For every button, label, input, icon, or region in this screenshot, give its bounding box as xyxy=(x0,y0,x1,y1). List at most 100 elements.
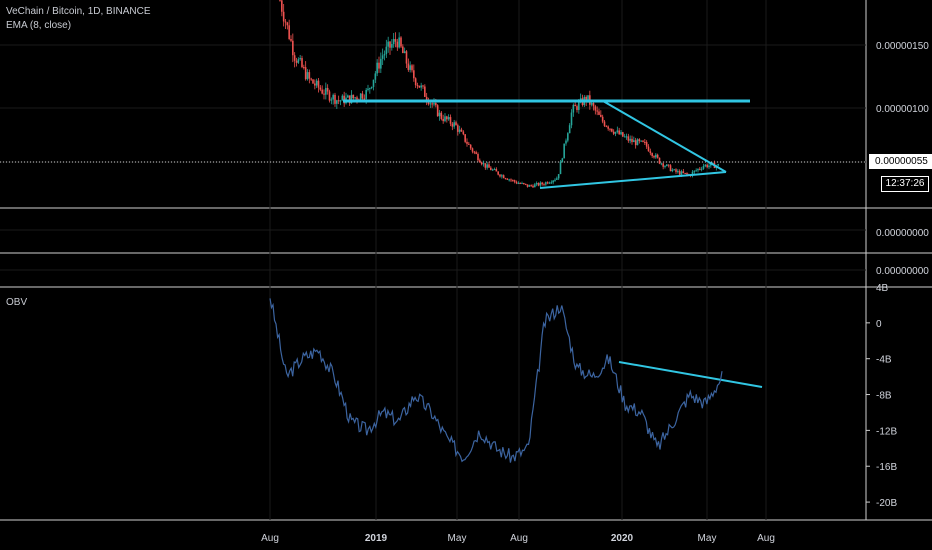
candle-body xyxy=(424,86,426,97)
obv-line xyxy=(269,298,723,463)
price-trendline xyxy=(602,100,727,173)
candle-body xyxy=(394,39,397,42)
candle-body xyxy=(299,58,301,60)
candle-body xyxy=(700,168,703,170)
sub-pane-axis-label: 0.00000000 xyxy=(876,228,929,239)
candle-body xyxy=(361,93,364,99)
candle-body xyxy=(565,140,567,144)
candle-body xyxy=(440,112,443,119)
candle-body xyxy=(631,138,633,143)
obv-axis-label: -20B xyxy=(876,498,897,509)
candle-body xyxy=(334,94,336,104)
candle-body xyxy=(572,104,575,113)
candle-body xyxy=(484,163,487,168)
candle-body xyxy=(398,37,400,48)
candle-body xyxy=(556,178,558,180)
candle-body xyxy=(561,158,564,162)
candle-body xyxy=(490,167,492,171)
candle-body xyxy=(519,183,521,185)
sub-pane-axis-label: 0.00000000 xyxy=(876,266,929,277)
price-axis-label: 0.00000100 xyxy=(876,104,929,115)
candle-body xyxy=(541,182,543,185)
candle-body xyxy=(449,117,452,124)
candle-body xyxy=(539,182,542,186)
candle-body xyxy=(653,156,655,158)
candle-body xyxy=(671,169,674,172)
candle-body xyxy=(376,62,378,74)
candle-body xyxy=(396,41,399,48)
candle-body xyxy=(312,79,314,84)
candle-body xyxy=(293,55,296,61)
candle-body xyxy=(438,112,441,117)
candle-body xyxy=(462,131,465,135)
candle-body xyxy=(649,151,652,154)
candle-body xyxy=(381,55,384,59)
candle-body xyxy=(534,184,536,188)
candle-body xyxy=(660,163,663,165)
obv-axis-label: -8B xyxy=(876,391,892,402)
candle-body xyxy=(455,122,457,126)
candle-body xyxy=(380,58,382,69)
candle-body xyxy=(306,72,309,80)
candle-body xyxy=(651,153,653,157)
candle-body xyxy=(304,67,307,80)
candle-body xyxy=(348,95,351,104)
candle-body xyxy=(526,184,529,187)
candle-body xyxy=(684,172,686,174)
candle-body xyxy=(319,87,322,90)
candle-body xyxy=(510,179,512,181)
price-candles xyxy=(279,0,719,189)
candle-body xyxy=(658,157,661,164)
candle-body xyxy=(655,154,657,158)
candle-body xyxy=(568,125,571,134)
candle-body xyxy=(717,164,719,166)
ema-legend[interactable]: EMA (8, close) xyxy=(6,20,72,31)
candle-body xyxy=(623,136,626,138)
candle-body xyxy=(359,93,362,100)
candle-body xyxy=(295,60,298,63)
candle-body xyxy=(290,38,292,41)
candle-body xyxy=(488,164,490,168)
candle-body xyxy=(590,102,593,105)
candle-body xyxy=(677,171,679,173)
candle-body xyxy=(343,95,345,104)
candle-body xyxy=(656,154,659,158)
candle-body xyxy=(559,161,562,175)
candle-body xyxy=(618,130,620,135)
candle-body xyxy=(321,89,323,94)
candle-body xyxy=(497,171,499,175)
candle-body xyxy=(475,152,477,154)
candle-body xyxy=(464,134,466,142)
candle-body xyxy=(669,165,672,172)
symbol-legend[interactable]: VeChain / Bitcoin, 1D, BINANCE xyxy=(6,6,151,17)
candle-body xyxy=(515,181,518,184)
candle-body xyxy=(436,105,439,117)
candle-body xyxy=(545,182,547,185)
obv-legend[interactable]: OBV xyxy=(6,297,28,308)
candle-body xyxy=(629,138,631,141)
candle-body xyxy=(546,182,549,184)
candle-body xyxy=(350,94,353,104)
candle-body xyxy=(493,169,496,171)
candle-body xyxy=(596,110,598,112)
candle-body xyxy=(347,95,349,98)
candle-body xyxy=(554,179,556,181)
obv-axis-label: -16B xyxy=(876,462,897,473)
candle-body xyxy=(383,54,386,56)
candle-body xyxy=(506,178,509,180)
candle-body xyxy=(301,58,303,68)
candle-body xyxy=(636,139,639,146)
candle-body xyxy=(634,140,637,146)
candle-body xyxy=(512,180,514,182)
candle-body xyxy=(532,185,534,188)
candle-body xyxy=(704,164,707,166)
candle-body xyxy=(605,125,608,127)
candle-body xyxy=(400,37,402,47)
candle-body xyxy=(548,182,551,184)
time-axis[interactable]: Aug 2019 May Aug 2020 May Aug xyxy=(261,533,775,544)
candle-body xyxy=(370,86,373,89)
price-axis[interactable]: 0.00000150 0.00000100 0.00000000 0.00000000… xyxy=(866,41,929,509)
bar-countdown: 12:37:26 xyxy=(881,176,929,192)
candle-body xyxy=(523,183,525,185)
